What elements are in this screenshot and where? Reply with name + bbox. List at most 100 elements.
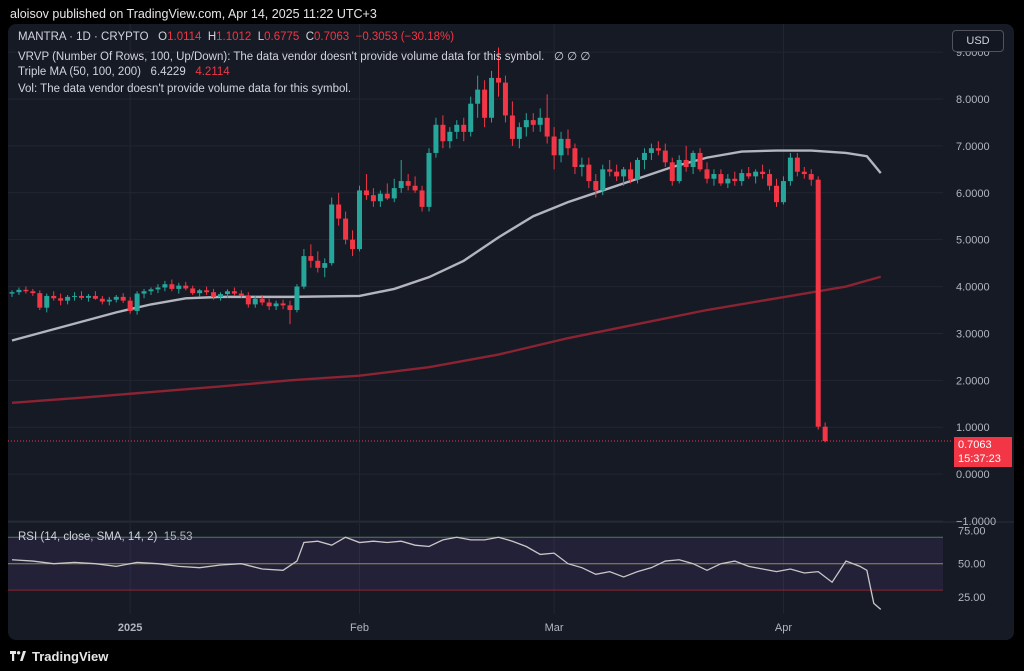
candle-body [336,204,342,219]
candle [412,176,418,193]
candles [9,47,828,443]
candle [461,117,467,142]
price-tick-label: 1.0000 [956,422,990,434]
price-tick-label: 3.0000 [956,328,990,340]
triple-ma-legend[interactable]: Triple MA (50, 100, 200) 6.4229 4.2114 [18,66,230,78]
candle [99,295,105,305]
vol-legend[interactable]: Vol: The data vendor doesn't provide vol… [18,83,351,95]
rsi-tick-label: 75.00 [958,526,986,538]
chart-frame[interactable]: 9.0000 8.0000 7.0000 6.0000 5.0000 4.0000 3.00… [8,24,1014,640]
candle [120,293,126,303]
candle-body [322,263,328,268]
candle-body [440,124,446,142]
candle-body [301,256,307,287]
last-price-tag: 0.7063 15:37:23 [954,437,1012,467]
candle [426,148,432,212]
price-tick-label: 2.0000 [956,375,990,387]
candle [509,101,515,146]
candle-body [732,178,738,182]
candle [489,70,495,123]
candle [558,131,564,163]
candle [586,157,592,189]
candle-body [155,287,161,290]
candle-body [343,218,349,240]
candle-body [204,290,210,293]
candle-body [718,174,724,184]
candle-body [377,193,383,202]
candle [113,295,119,303]
candle-body [92,295,98,299]
candle [294,284,300,313]
candle [9,290,15,297]
candle [329,197,335,266]
candle [433,117,439,158]
candle-body [628,169,634,180]
candle [218,292,223,301]
candle-body [419,190,425,207]
candle-body [294,286,300,311]
candle [16,287,22,296]
candle-body [572,148,578,168]
candle-body [711,174,717,179]
triple-ma-label: Triple MA (50, 100, 200) [18,66,141,78]
candle [280,299,286,310]
vol-text: Vol: The data vendor doesn't provide vol… [18,83,352,95]
candle-body [134,293,140,311]
candle-body [475,89,481,104]
symbol-legend: MANTRA · 1D · CRYPTO O1.0114 H1.1012 L0.… [18,31,454,43]
candle [363,174,369,200]
candle [753,169,759,184]
chart-canvas[interactable]: 9.00008.00007.00006.00005.00004.00003.00… [8,24,1014,640]
price-tick-label: 4.0000 [956,282,990,294]
ma-100-line [11,149,882,342]
candle-body [350,239,356,250]
candle-body [523,120,529,128]
candle [565,129,571,156]
high-label: H [207,31,217,43]
candle-body [815,179,821,427]
candle-body [252,298,258,305]
candle [600,164,606,196]
candle-body [641,152,647,160]
vrvp-legend[interactable]: VRVP (Number Of Rows, 100, Up/Down): The… [18,49,590,63]
candle [502,75,508,123]
tradingview-logo-icon [10,651,26,661]
candle-body [106,299,112,302]
candle [454,120,460,139]
time-tick-label: Feb [350,622,369,634]
candle [308,244,314,268]
rsi-label: RSI (14, close, SMA, 14, 2) [18,531,158,543]
price-tick-label: −1.0000 [956,516,996,528]
rsi-line [11,536,882,610]
candle-body [224,291,230,295]
candle-body [607,169,613,172]
candle [732,171,738,186]
candle [211,288,217,300]
time-axis[interactable]: 2025 Feb Mar Apr [118,622,792,634]
vrvp-text: VRVP (Number Of Rows, 100, Up/Down): The… [18,51,545,63]
candle [357,185,362,252]
candle [669,157,675,186]
currency-button[interactable]: USD [952,30,1004,52]
price-axis[interactable]: 9.00008.00007.00006.00005.00004.00003.00… [956,47,996,604]
candle [482,80,488,128]
candle-body [593,181,599,191]
candle [252,295,258,308]
candle-body [9,292,15,294]
candle [197,288,203,297]
candle-body [363,190,369,196]
candle-body [357,190,362,250]
candle-body [176,285,182,289]
candle [447,127,453,149]
candle-body [669,162,675,182]
candle [468,96,474,137]
candle [635,157,640,184]
vrvp-empty-icons: ∅ ∅ ∅ [553,51,591,63]
candle-body [426,152,432,207]
candle-body [767,174,773,186]
candle [336,192,342,226]
rsi-legend[interactable]: RSI (14, close, SMA, 14, 2) 15.53 [18,531,193,543]
candle-body [502,82,508,116]
candle-body [315,260,321,268]
time-tick-label: Mar [545,622,564,634]
